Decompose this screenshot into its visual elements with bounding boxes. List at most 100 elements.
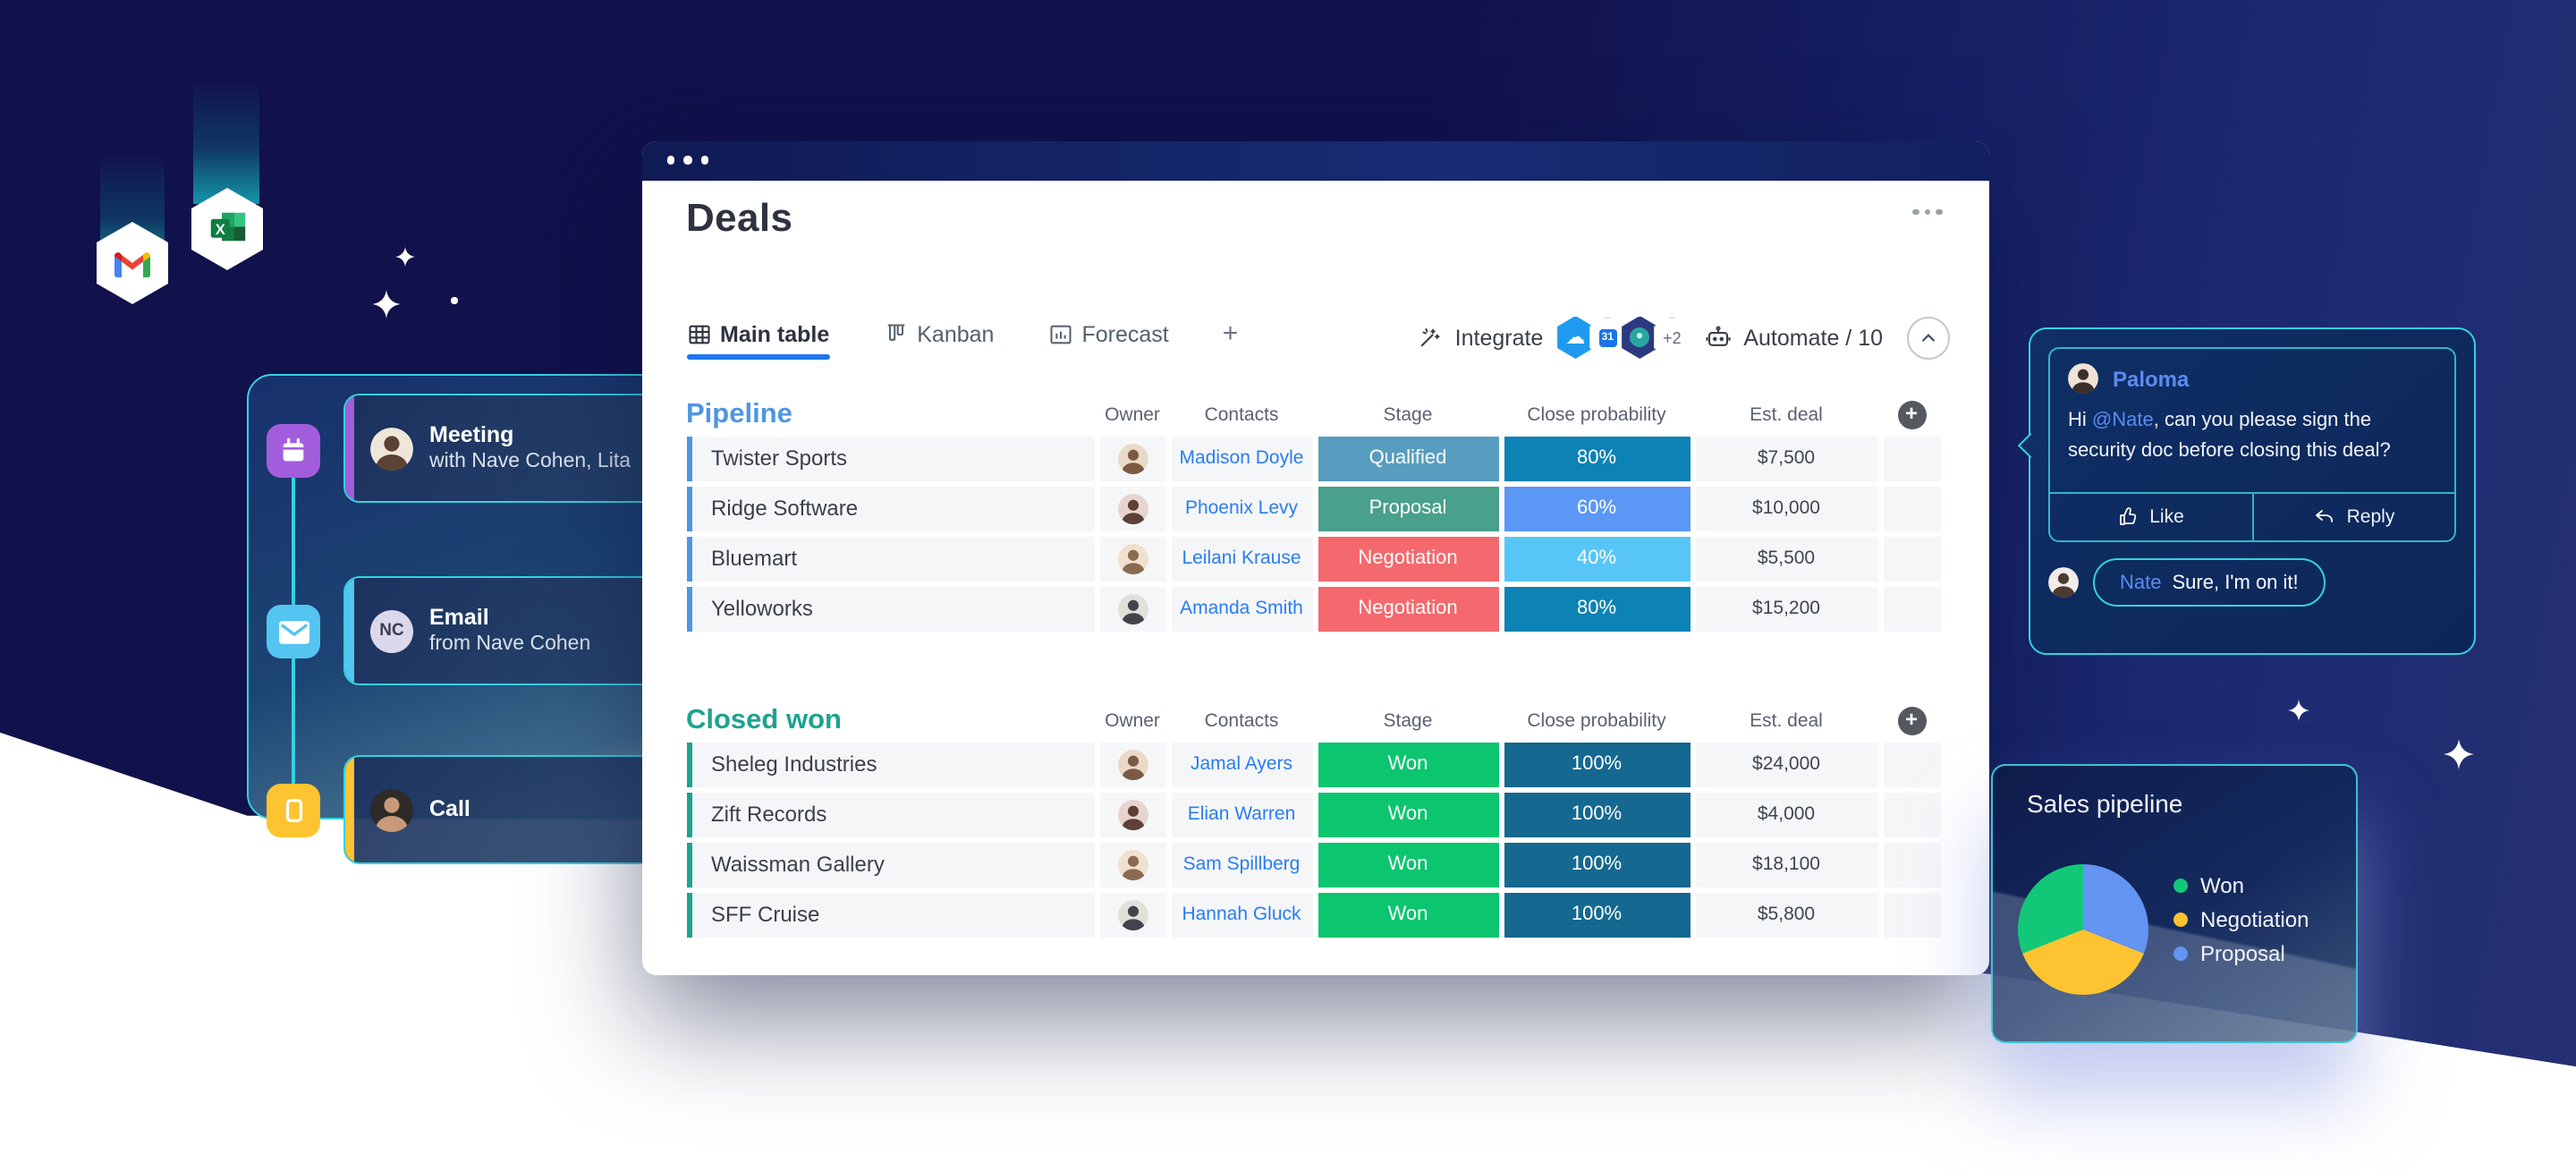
- column-header[interactable]: Est. deal: [1750, 709, 1823, 731]
- stage-cell[interactable]: Won: [1318, 842, 1498, 887]
- item-name-cell[interactable]: Yelloworks: [686, 586, 1094, 631]
- stage-cell[interactable]: Negotiation: [1318, 586, 1498, 631]
- stage-cell[interactable]: Won: [1318, 892, 1498, 937]
- tab-kanban[interactable]: Kanban: [883, 321, 994, 353]
- group-title[interactable]: Closed won: [686, 704, 842, 735]
- stage-cell[interactable]: Proposal: [1318, 486, 1498, 531]
- owner-cell[interactable]: [1099, 436, 1165, 480]
- legend-item: Negotiation: [2174, 902, 2309, 936]
- like-button[interactable]: Like: [2050, 494, 2251, 540]
- item-name-cell[interactable]: Zift Records: [686, 792, 1094, 837]
- close-probability-cell[interactable]: 40%: [1504, 536, 1690, 581]
- stage-cell[interactable]: Won: [1318, 742, 1498, 786]
- close-probability-cell[interactable]: 100%: [1504, 892, 1690, 937]
- est-deal-cell[interactable]: $15,200: [1695, 586, 1877, 631]
- contact-link[interactable]: Sam Spillberg: [1171, 842, 1312, 887]
- column-header[interactable]: Contacts: [1204, 403, 1279, 425]
- google-calendar-app-icon[interactable]: 31: [1589, 316, 1626, 359]
- group-title[interactable]: Pipeline: [686, 398, 792, 429]
- gmail-icon: [97, 222, 168, 304]
- column-header[interactable]: Stage: [1383, 709, 1433, 731]
- board-menu-ellipsis-icon[interactable]: [1912, 208, 1942, 215]
- est-deal-cell[interactable]: $5,500: [1695, 536, 1877, 581]
- close-probability-cell[interactable]: 80%: [1504, 586, 1690, 631]
- tab-main-table[interactable]: Main table: [686, 321, 830, 359]
- owner-cell[interactable]: [1099, 742, 1165, 786]
- phone-icon: [267, 784, 320, 837]
- tab-forecast[interactable]: Forecast: [1047, 321, 1169, 353]
- contact-link[interactable]: Elian Warren: [1171, 792, 1312, 837]
- window-titlebar: [641, 140, 1988, 180]
- add-column-button[interactable]: +: [1897, 706, 1926, 735]
- contact-link[interactable]: Phoenix Levy: [1171, 486, 1312, 531]
- item-name-cell[interactable]: Twister Sports: [686, 436, 1094, 480]
- close-probability-cell[interactable]: 80%: [1504, 436, 1690, 480]
- owner-cell[interactable]: [1099, 486, 1165, 531]
- item-name-cell[interactable]: Bluemart: [686, 536, 1094, 581]
- mention[interactable]: @Nate: [2091, 410, 2154, 431]
- table-row: Waissman Gallery Sam Spillberg Won 100% …: [686, 842, 1945, 887]
- column-header[interactable]: Contacts: [1204, 709, 1279, 731]
- contact-link[interactable]: Madison Doyle: [1171, 436, 1312, 480]
- owner-cell[interactable]: [1099, 842, 1165, 887]
- column-header[interactable]: Close probability: [1527, 403, 1666, 425]
- salesforce-app-icon[interactable]: ☁: [1557, 316, 1594, 359]
- est-deal-cell[interactable]: $24,000: [1695, 742, 1877, 786]
- reply-author: Nate: [2120, 572, 2162, 593]
- item-name-cell[interactable]: SFF Cruise: [686, 892, 1094, 937]
- close-probability-cell[interactable]: 100%: [1504, 842, 1690, 887]
- avatar-initials: NC: [370, 609, 413, 652]
- est-deal-cell[interactable]: $7,500: [1695, 436, 1877, 480]
- item-name-cell[interactable]: Waissman Gallery: [686, 842, 1094, 887]
- page-title: Deals: [686, 194, 793, 239]
- collapse-header-button[interactable]: [1906, 316, 1949, 359]
- close-probability-cell[interactable]: 60%: [1504, 486, 1690, 531]
- sales-pipeline-card[interactable]: Sales pipeline Won Negotiation Proposal: [1991, 764, 2358, 1043]
- chat-author: Paloma: [2113, 366, 2190, 391]
- automate-label[interactable]: Automate / 10: [1743, 325, 1883, 350]
- owner-cell[interactable]: [1099, 586, 1165, 631]
- excel-ribbon: [193, 79, 259, 204]
- contact-link[interactable]: Leilani Krause: [1171, 536, 1312, 581]
- tab-label: Main table: [720, 321, 830, 346]
- notification-title: Email: [429, 604, 489, 629]
- column-header[interactable]: Owner: [1105, 403, 1160, 425]
- close-probability-cell[interactable]: 100%: [1504, 792, 1690, 837]
- stage-cell[interactable]: Qualified: [1318, 436, 1498, 480]
- column-header[interactable]: Est. deal: [1750, 403, 1823, 425]
- add-column-button[interactable]: +: [1897, 400, 1926, 429]
- legend-item: Won: [2174, 868, 2309, 902]
- contact-link[interactable]: Amanda Smith: [1171, 586, 1312, 631]
- avatar: [370, 788, 413, 831]
- close-probability-cell[interactable]: 100%: [1504, 742, 1690, 786]
- group-header: Closed won Owner Contacts Stage Close probab…: [686, 701, 1945, 740]
- column-header[interactable]: Owner: [1105, 709, 1160, 731]
- card-accent: [345, 578, 354, 684]
- contact-link[interactable]: Jamal Ayers: [1171, 742, 1312, 786]
- owner-cell[interactable]: [1099, 792, 1165, 837]
- reply-button[interactable]: Reply: [2251, 494, 2454, 540]
- contact-link[interactable]: Hannah Gluck: [1171, 892, 1312, 937]
- est-deal-cell[interactable]: $18,100: [1695, 842, 1877, 887]
- column-header[interactable]: Close probability: [1527, 709, 1666, 731]
- item-name-cell[interactable]: Sheleg Industries: [686, 742, 1094, 786]
- reply-text: Sure, I'm on it!: [2172, 572, 2299, 593]
- app-icon[interactable]: [1622, 316, 1658, 359]
- sparkle-icon: [372, 290, 401, 318]
- column-header[interactable]: Stage: [1383, 403, 1433, 425]
- excel-icon: X: [191, 188, 263, 270]
- item-name-cell[interactable]: Ridge Software: [686, 486, 1094, 531]
- owner-cell[interactable]: [1099, 536, 1165, 581]
- add-view-button[interactable]: +: [1222, 318, 1239, 349]
- stage-cell[interactable]: Negotiation: [1318, 536, 1498, 581]
- integrate-label[interactable]: Integrate: [1454, 325, 1544, 350]
- owner-cell[interactable]: [1099, 892, 1165, 937]
- est-deal-cell[interactable]: $4,000: [1695, 792, 1877, 837]
- card-accent: [345, 757, 354, 862]
- est-deal-cell[interactable]: $10,000: [1695, 486, 1877, 531]
- stage-cell[interactable]: Won: [1318, 792, 1498, 837]
- est-deal-cell[interactable]: $5,800: [1695, 892, 1877, 937]
- row-accent: [686, 586, 691, 631]
- more-apps-badge[interactable]: +2: [1654, 316, 1690, 359]
- table-row: Ridge Software Phoenix Levy Proposal 60%…: [686, 486, 1945, 531]
